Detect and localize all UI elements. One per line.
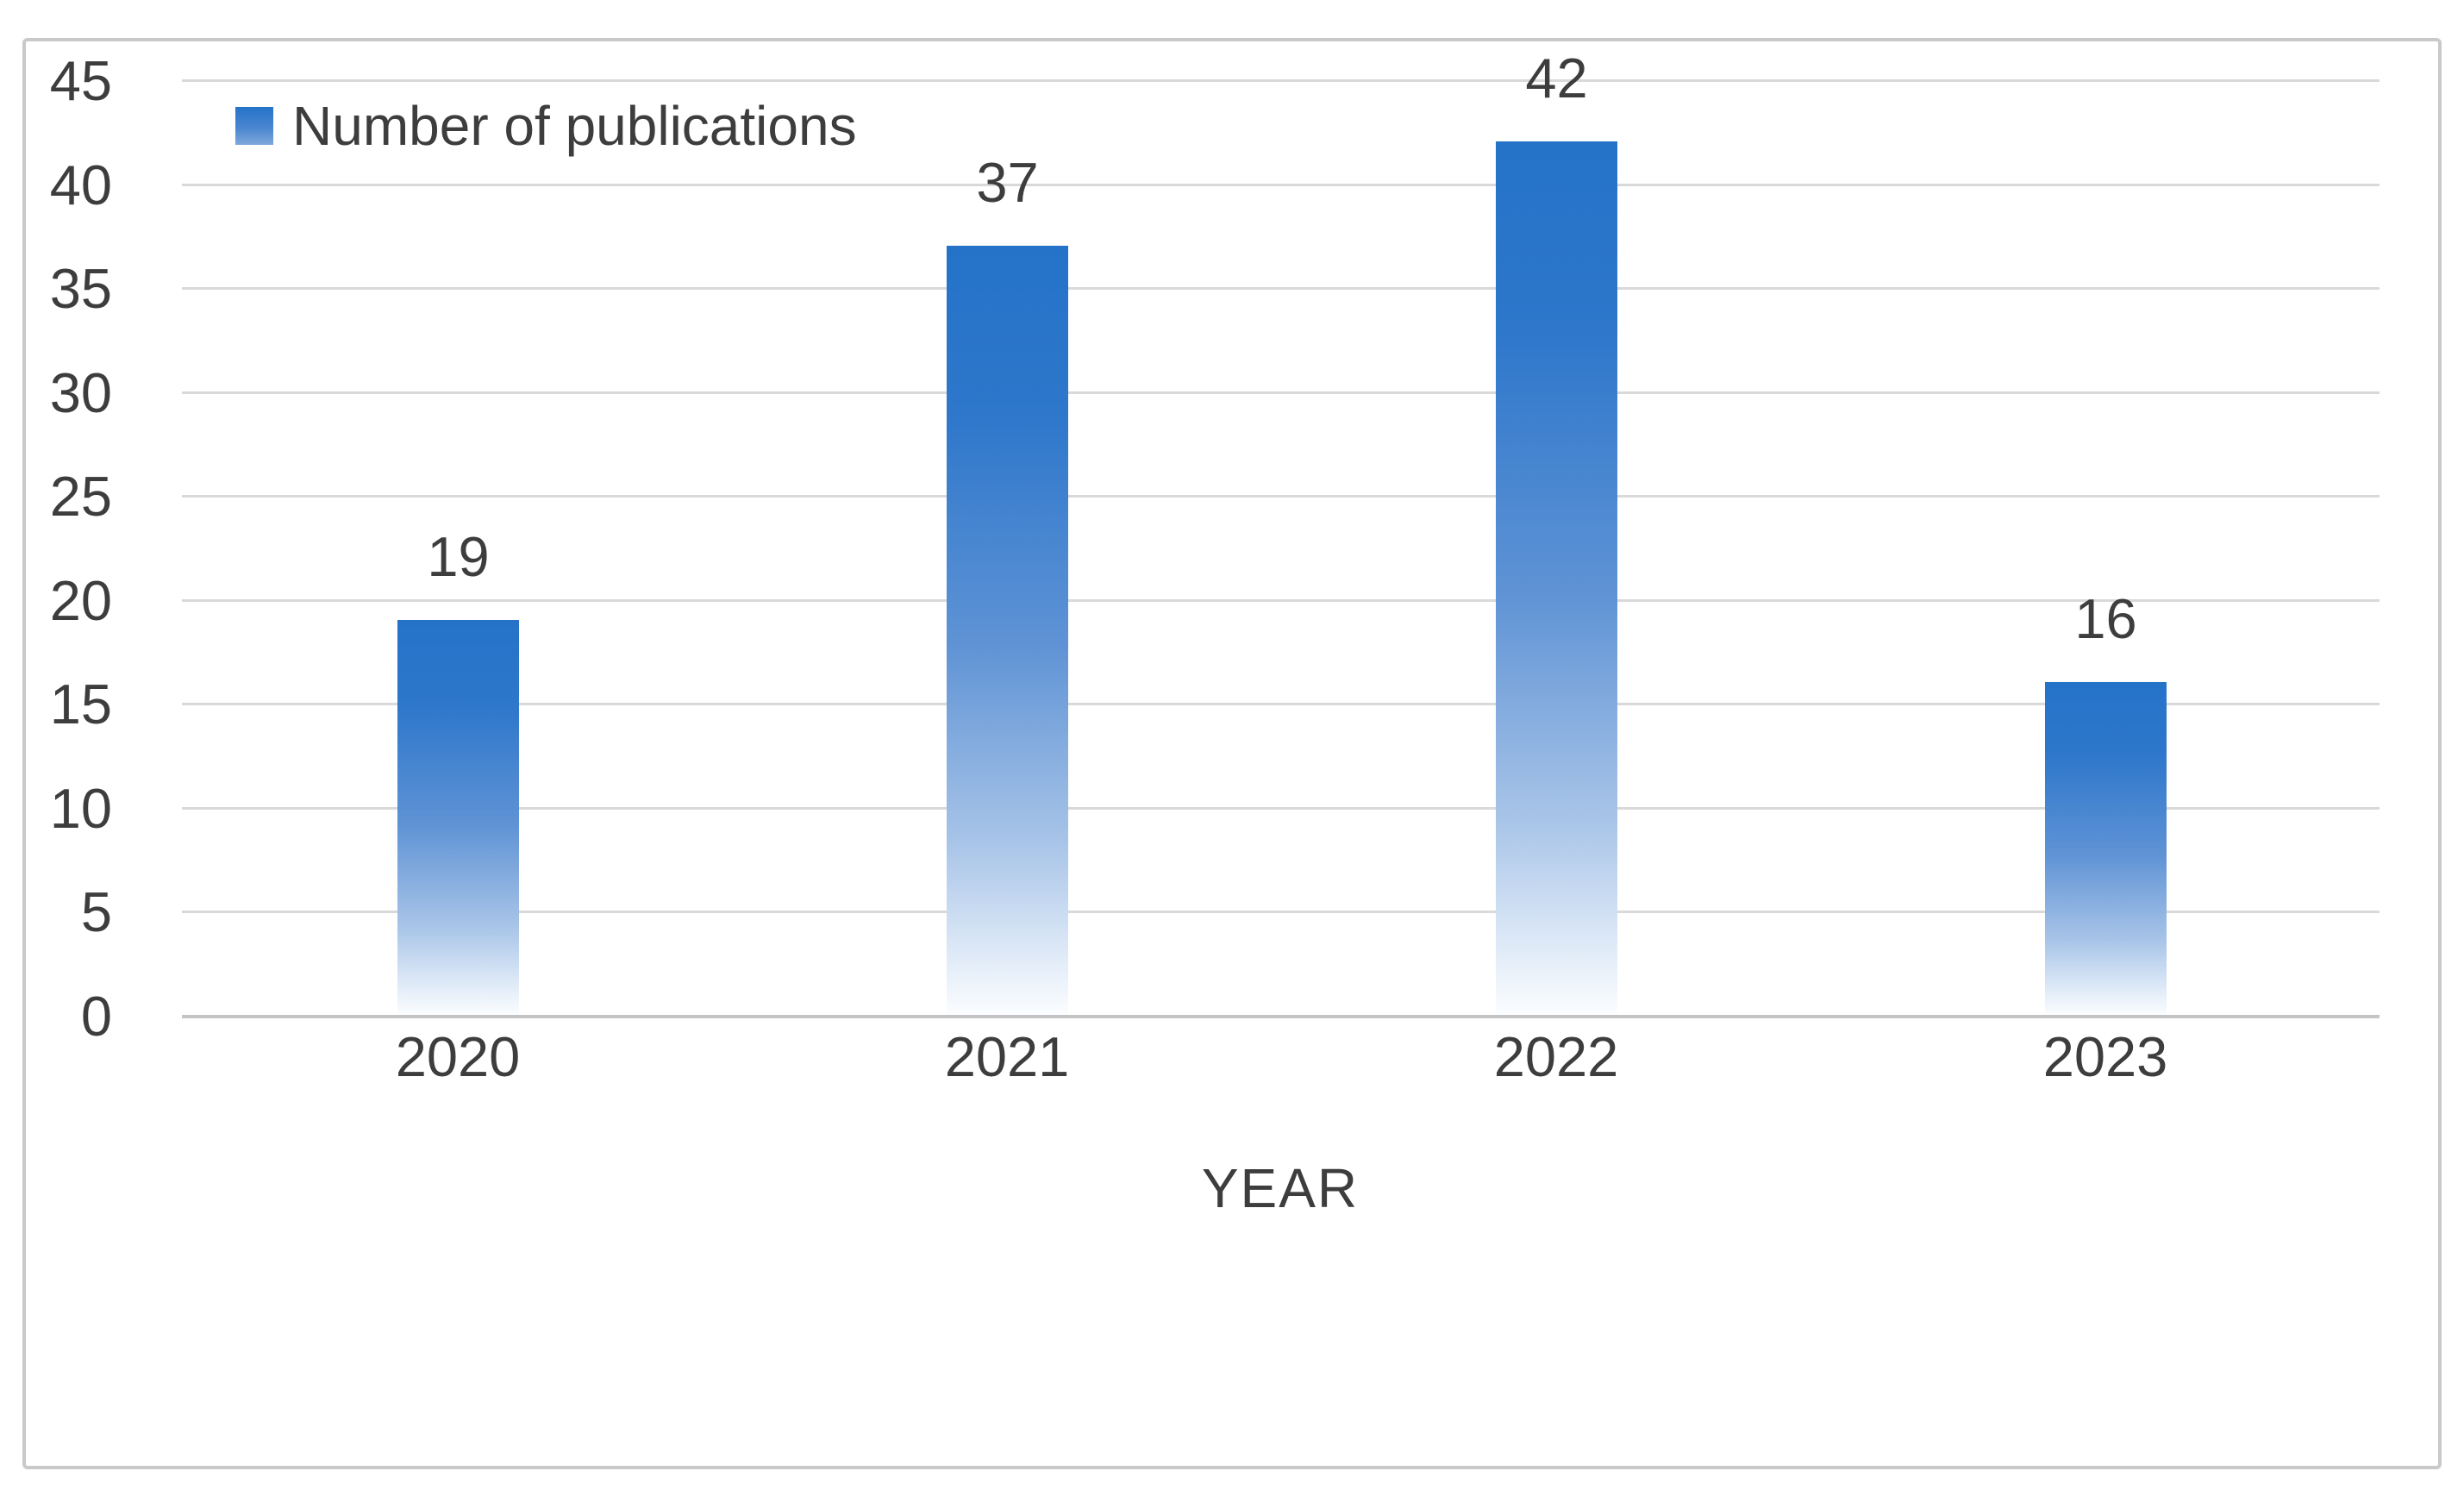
legend: Number of publications: [235, 98, 857, 153]
x-axis-tick-label: 2023: [2042, 1025, 2168, 1088]
bar-group-2021: 37: [947, 153, 1068, 1015]
gridline-5: [182, 911, 2380, 913]
legend-label: Number of publications: [292, 95, 857, 157]
gridline-35: [182, 287, 2380, 290]
gridline-25: [182, 495, 2380, 498]
gridline-10: [182, 807, 2380, 810]
bar-2020: [397, 620, 519, 1015]
y-axis-tick-label: 30: [49, 361, 112, 424]
x-axis-tick-label: 2022: [1493, 1025, 1619, 1088]
legend-swatch-icon: [235, 107, 273, 145]
y-axis-tick-label: 45: [49, 49, 112, 112]
bar-value-label: 37: [976, 151, 1039, 214]
y-axis-tick-label: 5: [80, 880, 112, 943]
gridline-30: [182, 391, 2380, 394]
bar-value-label: 16: [2074, 587, 2137, 650]
y-axis-tick-label: 20: [49, 569, 112, 632]
chart-frame: 45 40 35 30 25 20 15 10 5 0 Number of pu…: [22, 38, 2442, 1469]
bar-group-2020: 19: [397, 527, 519, 1015]
y-axis-tick-label: 15: [49, 673, 112, 735]
y-axis-tick-label: 35: [49, 257, 112, 320]
y-axis-tick-label: 40: [49, 153, 112, 216]
bar-value-label: 42: [1525, 47, 1588, 110]
y-axis-tick-label: 0: [80, 985, 112, 1048]
bar-group-2022: 42: [1496, 48, 1617, 1015]
x-axis-title: YEAR: [1201, 1157, 1360, 1219]
gridline-15: [182, 703, 2380, 705]
bar-2021: [947, 246, 1068, 1015]
x-axis-line: [182, 1015, 2380, 1018]
x-axis-tick-label: 2020: [395, 1025, 521, 1088]
x-axis-tick-label: 2021: [944, 1025, 1070, 1088]
gridline-20: [182, 599, 2380, 602]
bar-2022: [1496, 141, 1617, 1015]
bar-value-label: 19: [427, 525, 490, 588]
y-axis-tick-label: 25: [49, 465, 112, 528]
gridline-40: [182, 184, 2380, 186]
gridline-45: [182, 79, 2380, 82]
bar-2023: [2045, 682, 2167, 1015]
y-axis-tick-label: 10: [49, 777, 112, 840]
bar-group-2023: 16: [2045, 589, 2167, 1015]
